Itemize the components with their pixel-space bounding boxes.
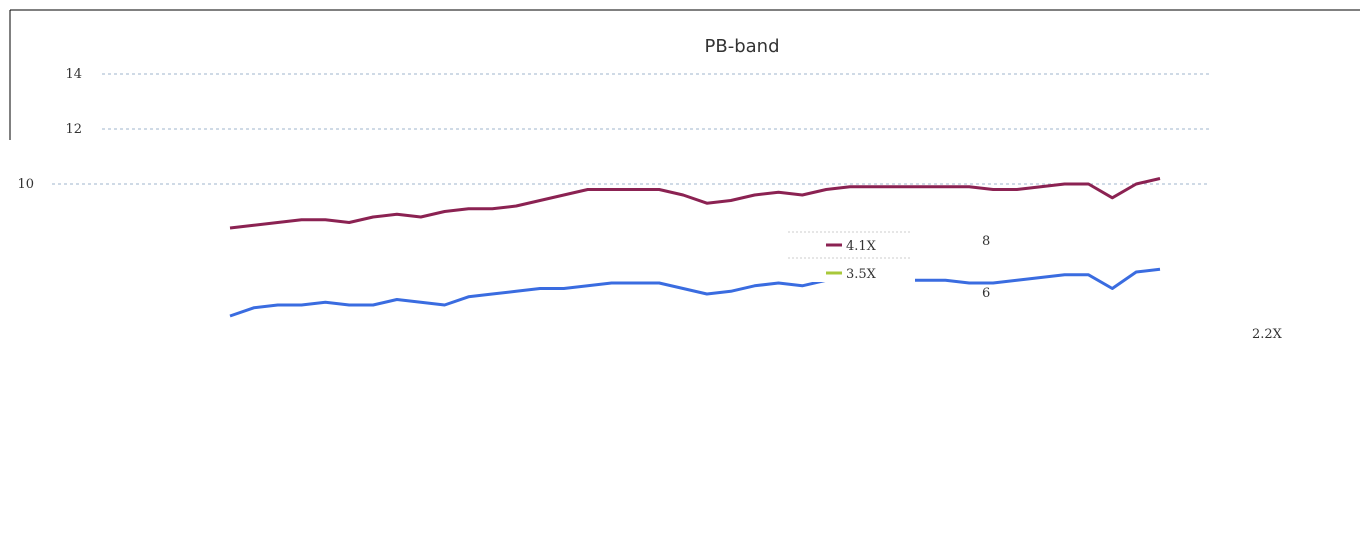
legend-label-4-1x: 4.1X	[846, 239, 877, 254]
series-line-3-5x	[229, 267, 1161, 318]
legend-box	[783, 230, 915, 282]
series-layer	[229, 177, 1161, 318]
y-tick-label-10: 10	[17, 177, 34, 192]
y-tick-label-14: 14	[65, 67, 82, 82]
legend: 4.1X 3.5X	[783, 230, 915, 282]
right-axis-tick-8: 8	[982, 234, 990, 249]
y-tick-label-12: 12	[65, 122, 82, 137]
band-annotation-2-2x: 2.2X	[1252, 327, 1283, 342]
right-axis-tick-6: 6	[982, 286, 990, 301]
series-line-4-1x	[229, 177, 1161, 230]
legend-label-3-5x: 3.5X	[846, 267, 877, 282]
chart-title: PB-band	[705, 36, 780, 57]
